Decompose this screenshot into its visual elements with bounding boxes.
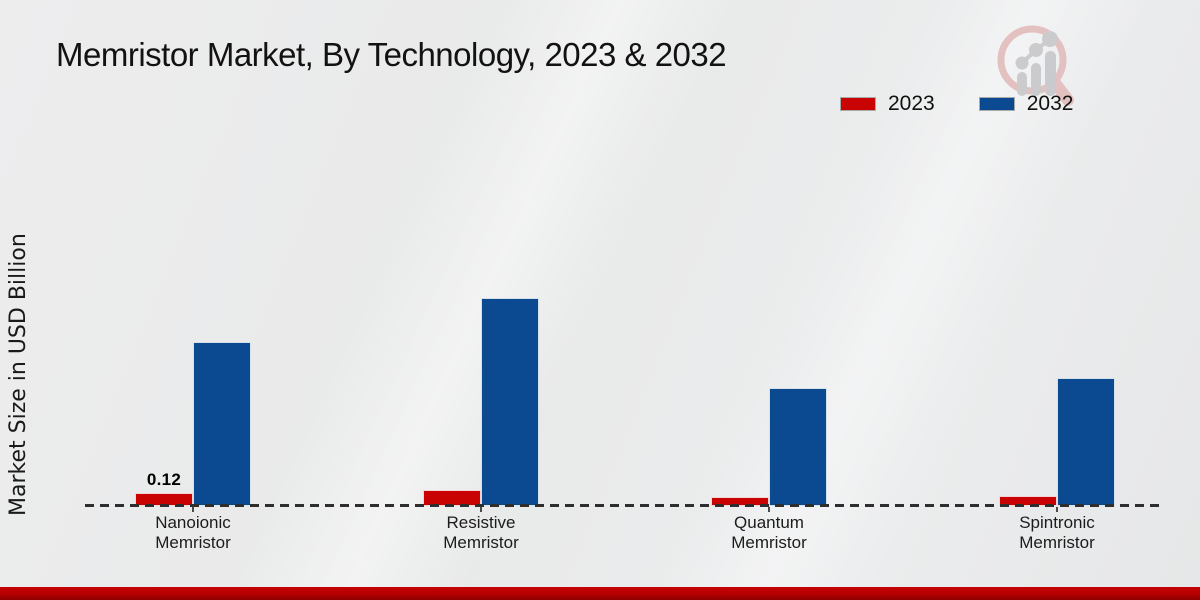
chart-title: Memristor Market, By Technology, 2023 & … (56, 36, 727, 73)
legend-label-2032: 2032 (1026, 92, 1074, 115)
legend-label-2023: 2023 (888, 92, 935, 115)
bar-2032-quantum-memristor (769, 388, 827, 506)
category-label-nanoionic-memristor: Nanoionic Memristor (155, 513, 231, 552)
x-axis-tick (480, 507, 482, 512)
bar-2032-resistive-memristor (481, 298, 539, 506)
category-label-resistive-memristor: Resistive Memristor (443, 513, 519, 552)
bar-2032-nanoionic-memristor (193, 342, 251, 506)
x-axis-baseline (85, 504, 1163, 507)
bottom-accent-bar (0, 587, 1200, 600)
magnifier-bar-chart-logo (997, 25, 1074, 106)
x-axis-tick (192, 507, 194, 512)
x-axis-tick (1056, 507, 1058, 512)
data-label-2023-nanoionic-memristor: 0.12 (146, 470, 182, 489)
category-label-quantum-memristor: Quantum Memristor (731, 513, 807, 552)
x-axis-tick (768, 507, 770, 512)
legend-item-2023: 2023 (840, 92, 935, 116)
legend: 2023 2032 (840, 92, 1073, 116)
bar-2032-spintronic-memristor (1057, 378, 1115, 506)
category-label-spintronic-memristor: Spintronic Memristor (1019, 513, 1095, 552)
legend-item-2032: 2032 (978, 92, 1074, 116)
legend-swatch-2023 (840, 97, 876, 111)
legend-swatch-2032 (978, 97, 1015, 111)
